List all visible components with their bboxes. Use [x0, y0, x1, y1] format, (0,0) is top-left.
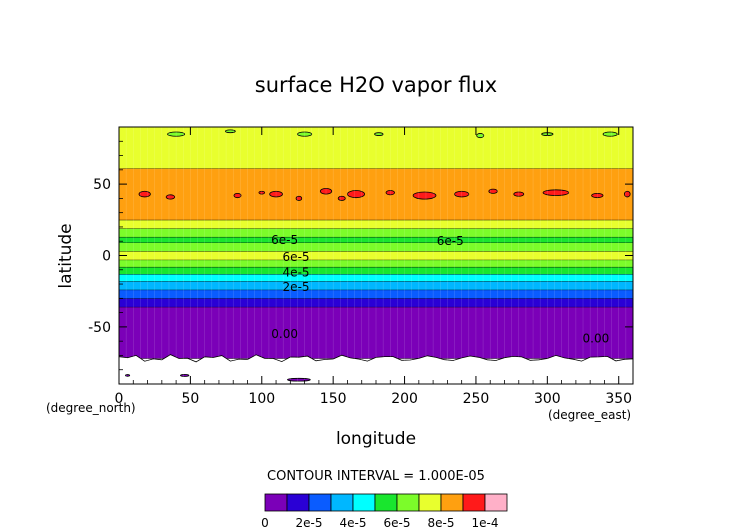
island-patch-2: [125, 374, 131, 377]
colorbar-tick-label-4: 8e-5: [428, 516, 455, 530]
polar-patch-3: [374, 132, 384, 136]
island-patch-0: [179, 373, 190, 377]
y-axis-ticks: -50 0 50: [88, 140, 633, 371]
contour-band-4: [119, 281, 633, 290]
colorbar-swatch-0: [264, 493, 288, 512]
max-patch-8: [347, 190, 365, 199]
contour-band-6: [119, 266, 633, 275]
contour-labels: 6e-5 6e-5 6e-5 4e-52e-5 0.00 0.00: [271, 233, 609, 346]
polar-patch-1: [224, 129, 236, 134]
x-tick-label-150: 150: [320, 391, 347, 407]
max-patch-5: [295, 195, 303, 201]
contour-label-3: 4e-5: [283, 266, 310, 280]
colorbar-swatch-3: [330, 493, 354, 512]
grid-lines: [118, 127, 634, 384]
y-axis-label: latitude: [56, 223, 76, 288]
y-unit-label: (degree_north): [46, 401, 136, 415]
x-axis-label: longitude: [336, 429, 416, 449]
plot-area: 6e-5 6e-5 6e-5 4e-52e-5 0.00 0.00: [118, 126, 634, 385]
contour-band-11: [119, 228, 633, 237]
contour-label-4: 2e-5: [283, 280, 310, 294]
colorbar-tick-label-5: 1e-4: [472, 516, 499, 530]
contour-band-1: [119, 306, 633, 359]
contour-band-9: [119, 242, 633, 252]
colorbar-swatch-5: [374, 493, 398, 512]
max-patch-11: [454, 190, 470, 198]
contour-band-3: [119, 289, 633, 299]
colorbar-swatch-4: [352, 493, 376, 512]
contour-label-0: 6e-5: [271, 233, 298, 247]
contour-interval-label: CONTOUR INTERVAL = 1.000E-05: [267, 469, 485, 484]
max-patch-10: [412, 191, 437, 200]
max-patch-1: [165, 194, 176, 200]
polar-patch-0: [167, 131, 186, 137]
colorbar-swatch-2: [308, 493, 332, 512]
x-unit-label: (degree_east): [548, 408, 631, 422]
contour-label-2: 6e-5: [283, 250, 310, 264]
colorbar-tick-label-2: 4e-5: [340, 516, 367, 530]
colorbar-tick-label-0: 0: [261, 516, 269, 530]
colorbar-tick-label-1: 2e-5: [296, 516, 323, 530]
x-tick-label-350: 350: [605, 391, 632, 407]
contour-label-1: 6e-5: [437, 234, 464, 248]
contour-label-6: 0.00: [583, 331, 610, 345]
max-patch-7: [337, 195, 346, 201]
colorbar-swatch-9: [462, 493, 486, 512]
polar-patch-6: [602, 131, 618, 137]
x-tick-label-300: 300: [534, 391, 561, 407]
max-patch-0: [138, 190, 151, 198]
max-patch-16: [624, 190, 631, 198]
contour-band-12: [119, 219, 633, 229]
y-tick-label-0: 0: [102, 249, 111, 265]
island-patch-1: [287, 377, 311, 382]
colorbar: [264, 493, 508, 512]
chart-title: surface H2O vapor flux: [255, 73, 497, 97]
max-patch-6: [319, 187, 333, 195]
polar-patch-2: [297, 131, 313, 137]
x-axis-ticks: 0 50 100 150 200 250 300 350: [115, 127, 632, 407]
x-tick-label-50: 50: [181, 391, 199, 407]
x-tick-label-250: 250: [463, 391, 490, 407]
contour-band-10: [119, 236, 633, 243]
contour-label-5: 0.00: [271, 327, 298, 341]
max-patch-14: [542, 189, 570, 196]
polar-patch-4: [476, 133, 485, 139]
contour-band-2: [119, 298, 633, 307]
max-patch-9: [385, 190, 395, 196]
max-patch-3: [258, 190, 266, 195]
contour-band-8: [119, 251, 633, 260]
x-tick-label-0: 0: [115, 391, 124, 407]
max-patch-2: [233, 192, 242, 199]
colorbar-tick-label-3: 6e-5: [384, 516, 411, 530]
x-tick-label-100: 100: [248, 391, 275, 407]
y-tick-label-50: 50: [93, 177, 111, 193]
colorbar-ticks: 0 2e-5 4e-5 6e-5 8e-5 1e-4: [261, 516, 498, 530]
colorbar-swatch-8: [440, 493, 464, 512]
antarctic-region: [118, 354, 634, 385]
contour-patches: [125, 129, 631, 382]
max-patch-15: [591, 192, 604, 199]
x-tick-label-200: 200: [391, 391, 418, 407]
max-patch-13: [513, 191, 525, 197]
colorbar-swatch-7: [418, 493, 442, 512]
max-patch-4: [269, 190, 283, 198]
contour-band-5: [119, 274, 633, 282]
max-patch-12: [488, 188, 498, 194]
colorbar-swatch-6: [396, 493, 420, 512]
y-tick-label--50: -50: [88, 320, 111, 336]
contour-band-7: [119, 259, 633, 267]
colorbar-swatch-1: [286, 493, 310, 512]
colorbar-swatch-10: [484, 493, 508, 512]
